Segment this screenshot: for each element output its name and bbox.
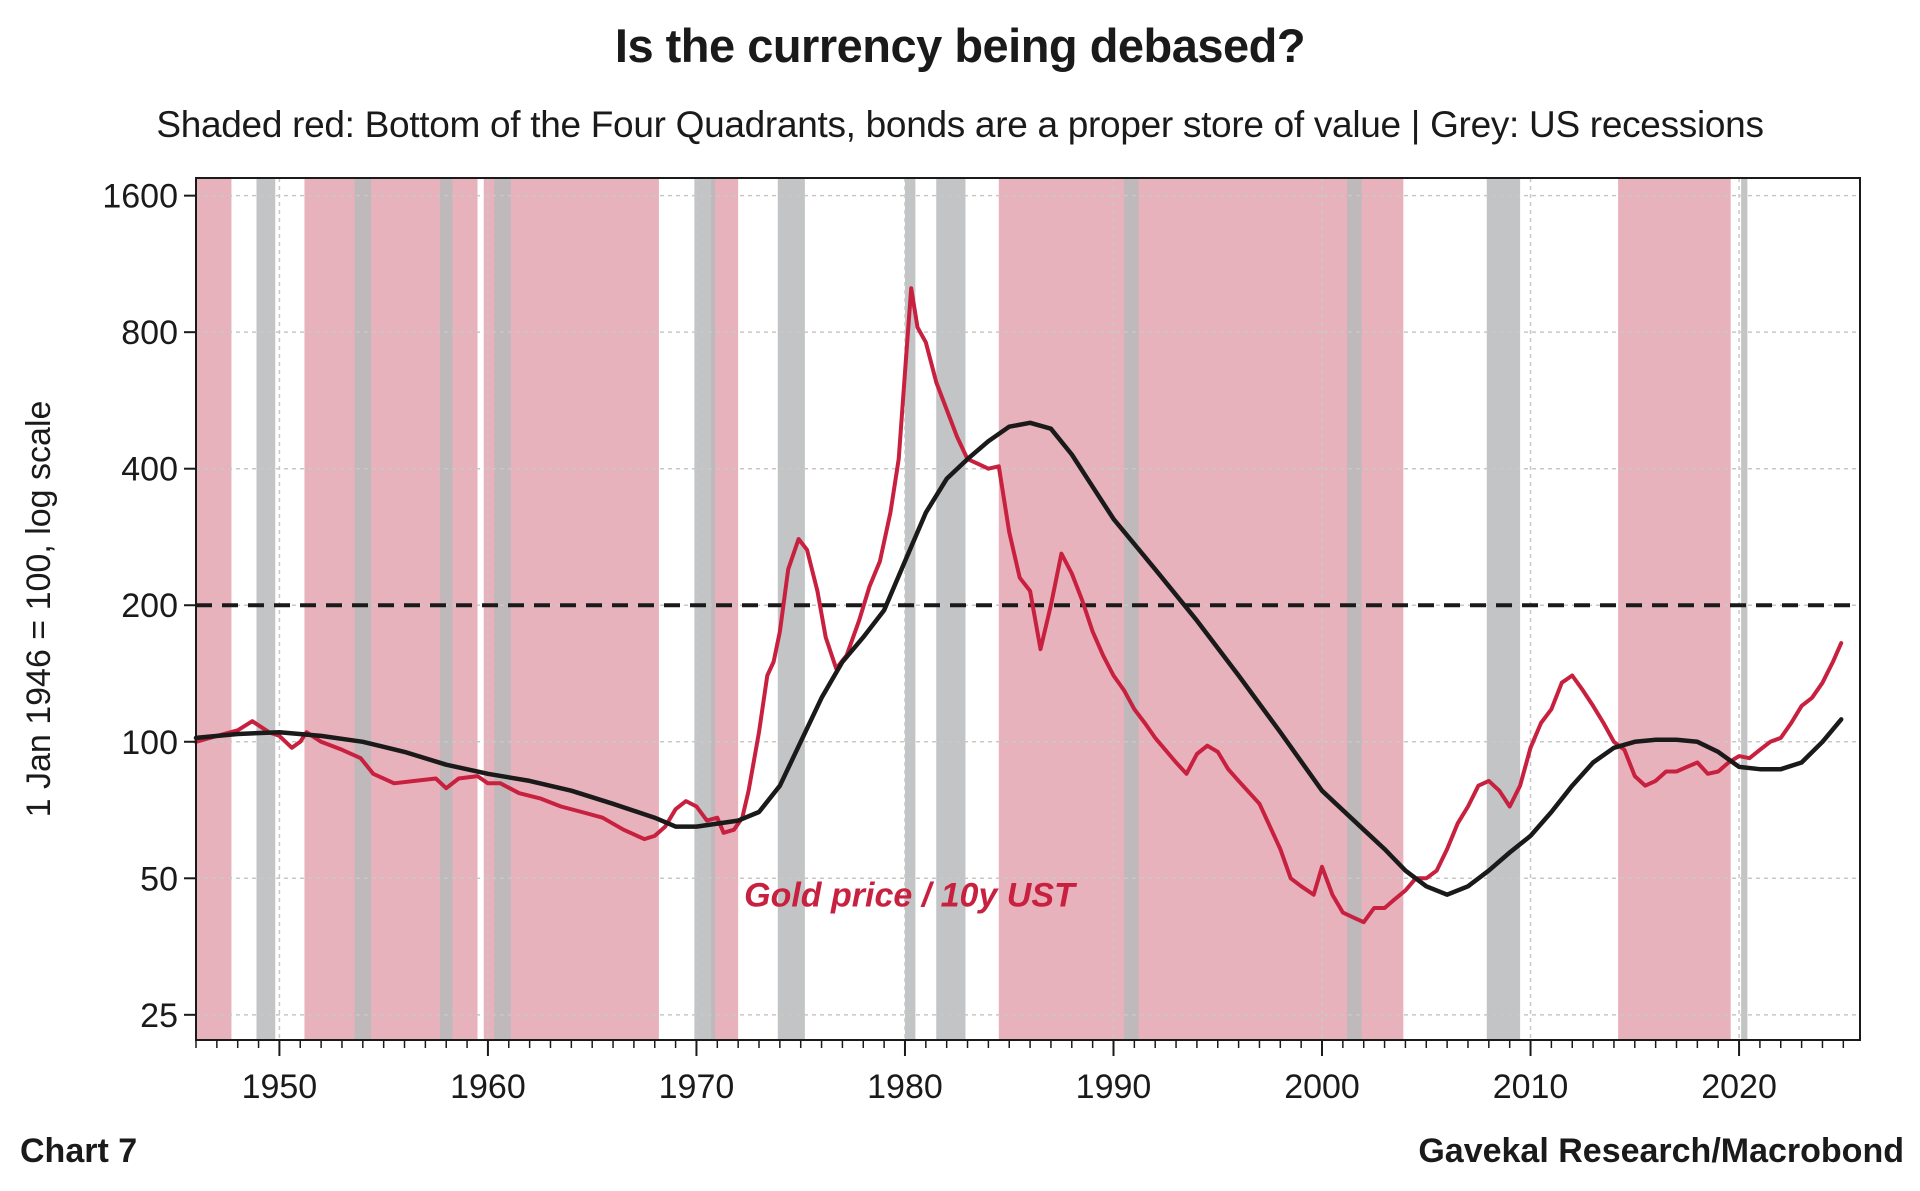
y-tick-label-4: 400 [121,451,178,489]
red-shaded-period-0 [196,178,232,1040]
recession-band-6 [904,178,916,1040]
x-tick-label-2: 1970 [659,1068,735,1106]
recession-band-7 [936,178,966,1040]
red-shaded-period-2 [483,178,659,1040]
recession-band-9 [1347,178,1362,1040]
x-tick-label-7: 2020 [1701,1068,1777,1106]
axes-group: 25 50 100 200 400 800 1600 1950 1960 1970 1980 1990… [102,178,1845,1106]
source-credit: Gavekal Research/Macrobond [1418,1132,1904,1170]
x-tick-label-0: 1950 [242,1068,318,1106]
chart-subtitle: Shaded red: Bottom of the Four Quadrants… [156,104,1764,145]
y-tick-label-1: 50 [140,860,178,898]
chart-title: Is the currency being debased? [614,19,1306,72]
x-tick-label-4: 1990 [1076,1068,1152,1106]
x-tick-label-1: 1960 [450,1068,526,1106]
red-shaded-period-4 [998,178,1404,1040]
series-annotation: Gold price / 10y UST [744,877,1078,915]
recession-band-11 [1741,178,1748,1040]
recession-band-10 [1486,178,1521,1040]
y-tick-label-2: 100 [121,724,178,762]
recession-periods [256,178,1748,1040]
trend-line [193,420,1844,897]
y-axis-label: 1 Jan 1946 = 100, log scale [20,401,58,818]
x-tick-label-3: 1980 [867,1068,943,1106]
y-tick-label-0: 25 [140,997,178,1035]
y-tick-label-3: 200 [121,587,178,625]
chart-number: Chart 7 [20,1132,138,1170]
recession-band-8 [1123,178,1139,1040]
plot-frame [195,177,1861,1041]
recession-band-1 [354,178,372,1040]
x-tick-label-6: 2010 [1493,1068,1569,1106]
recession-band-4 [694,178,716,1040]
red-shaded-period-5 [1618,178,1731,1040]
recession-band-0 [256,178,276,1040]
x-tick-label-5: 2000 [1284,1068,1360,1106]
series-group [193,286,1844,925]
recession-band-3 [494,178,511,1040]
recession-band-2 [439,178,453,1040]
gold-ust-ratio-line [194,286,1844,925]
y-tick-label-6: 1600 [102,178,178,216]
y-tick-label-5: 800 [121,314,178,352]
red-shaded-period-3 [711,178,739,1040]
